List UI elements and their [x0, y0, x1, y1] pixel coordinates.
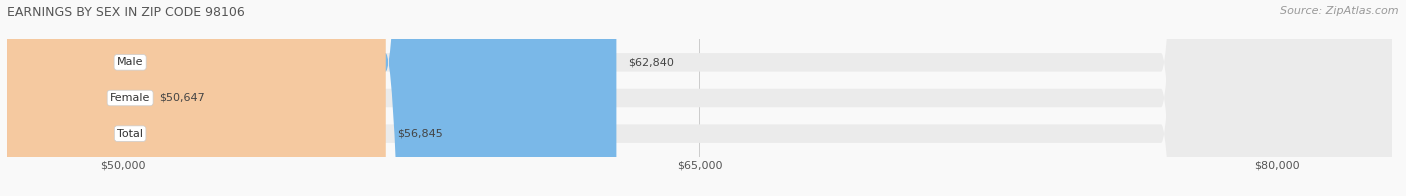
Text: $62,840: $62,840 [628, 57, 673, 67]
Text: Total: Total [117, 129, 143, 139]
FancyBboxPatch shape [7, 0, 1392, 196]
Text: EARNINGS BY SEX IN ZIP CODE 98106: EARNINGS BY SEX IN ZIP CODE 98106 [7, 6, 245, 19]
Text: Female: Female [110, 93, 150, 103]
Text: $50,647: $50,647 [159, 93, 205, 103]
FancyBboxPatch shape [7, 0, 385, 196]
FancyBboxPatch shape [0, 0, 238, 196]
FancyBboxPatch shape [7, 0, 616, 196]
FancyBboxPatch shape [7, 0, 1392, 196]
Text: Male: Male [117, 57, 143, 67]
Text: Source: ZipAtlas.com: Source: ZipAtlas.com [1281, 6, 1399, 16]
Text: $56,845: $56,845 [398, 129, 443, 139]
FancyBboxPatch shape [7, 0, 1392, 196]
